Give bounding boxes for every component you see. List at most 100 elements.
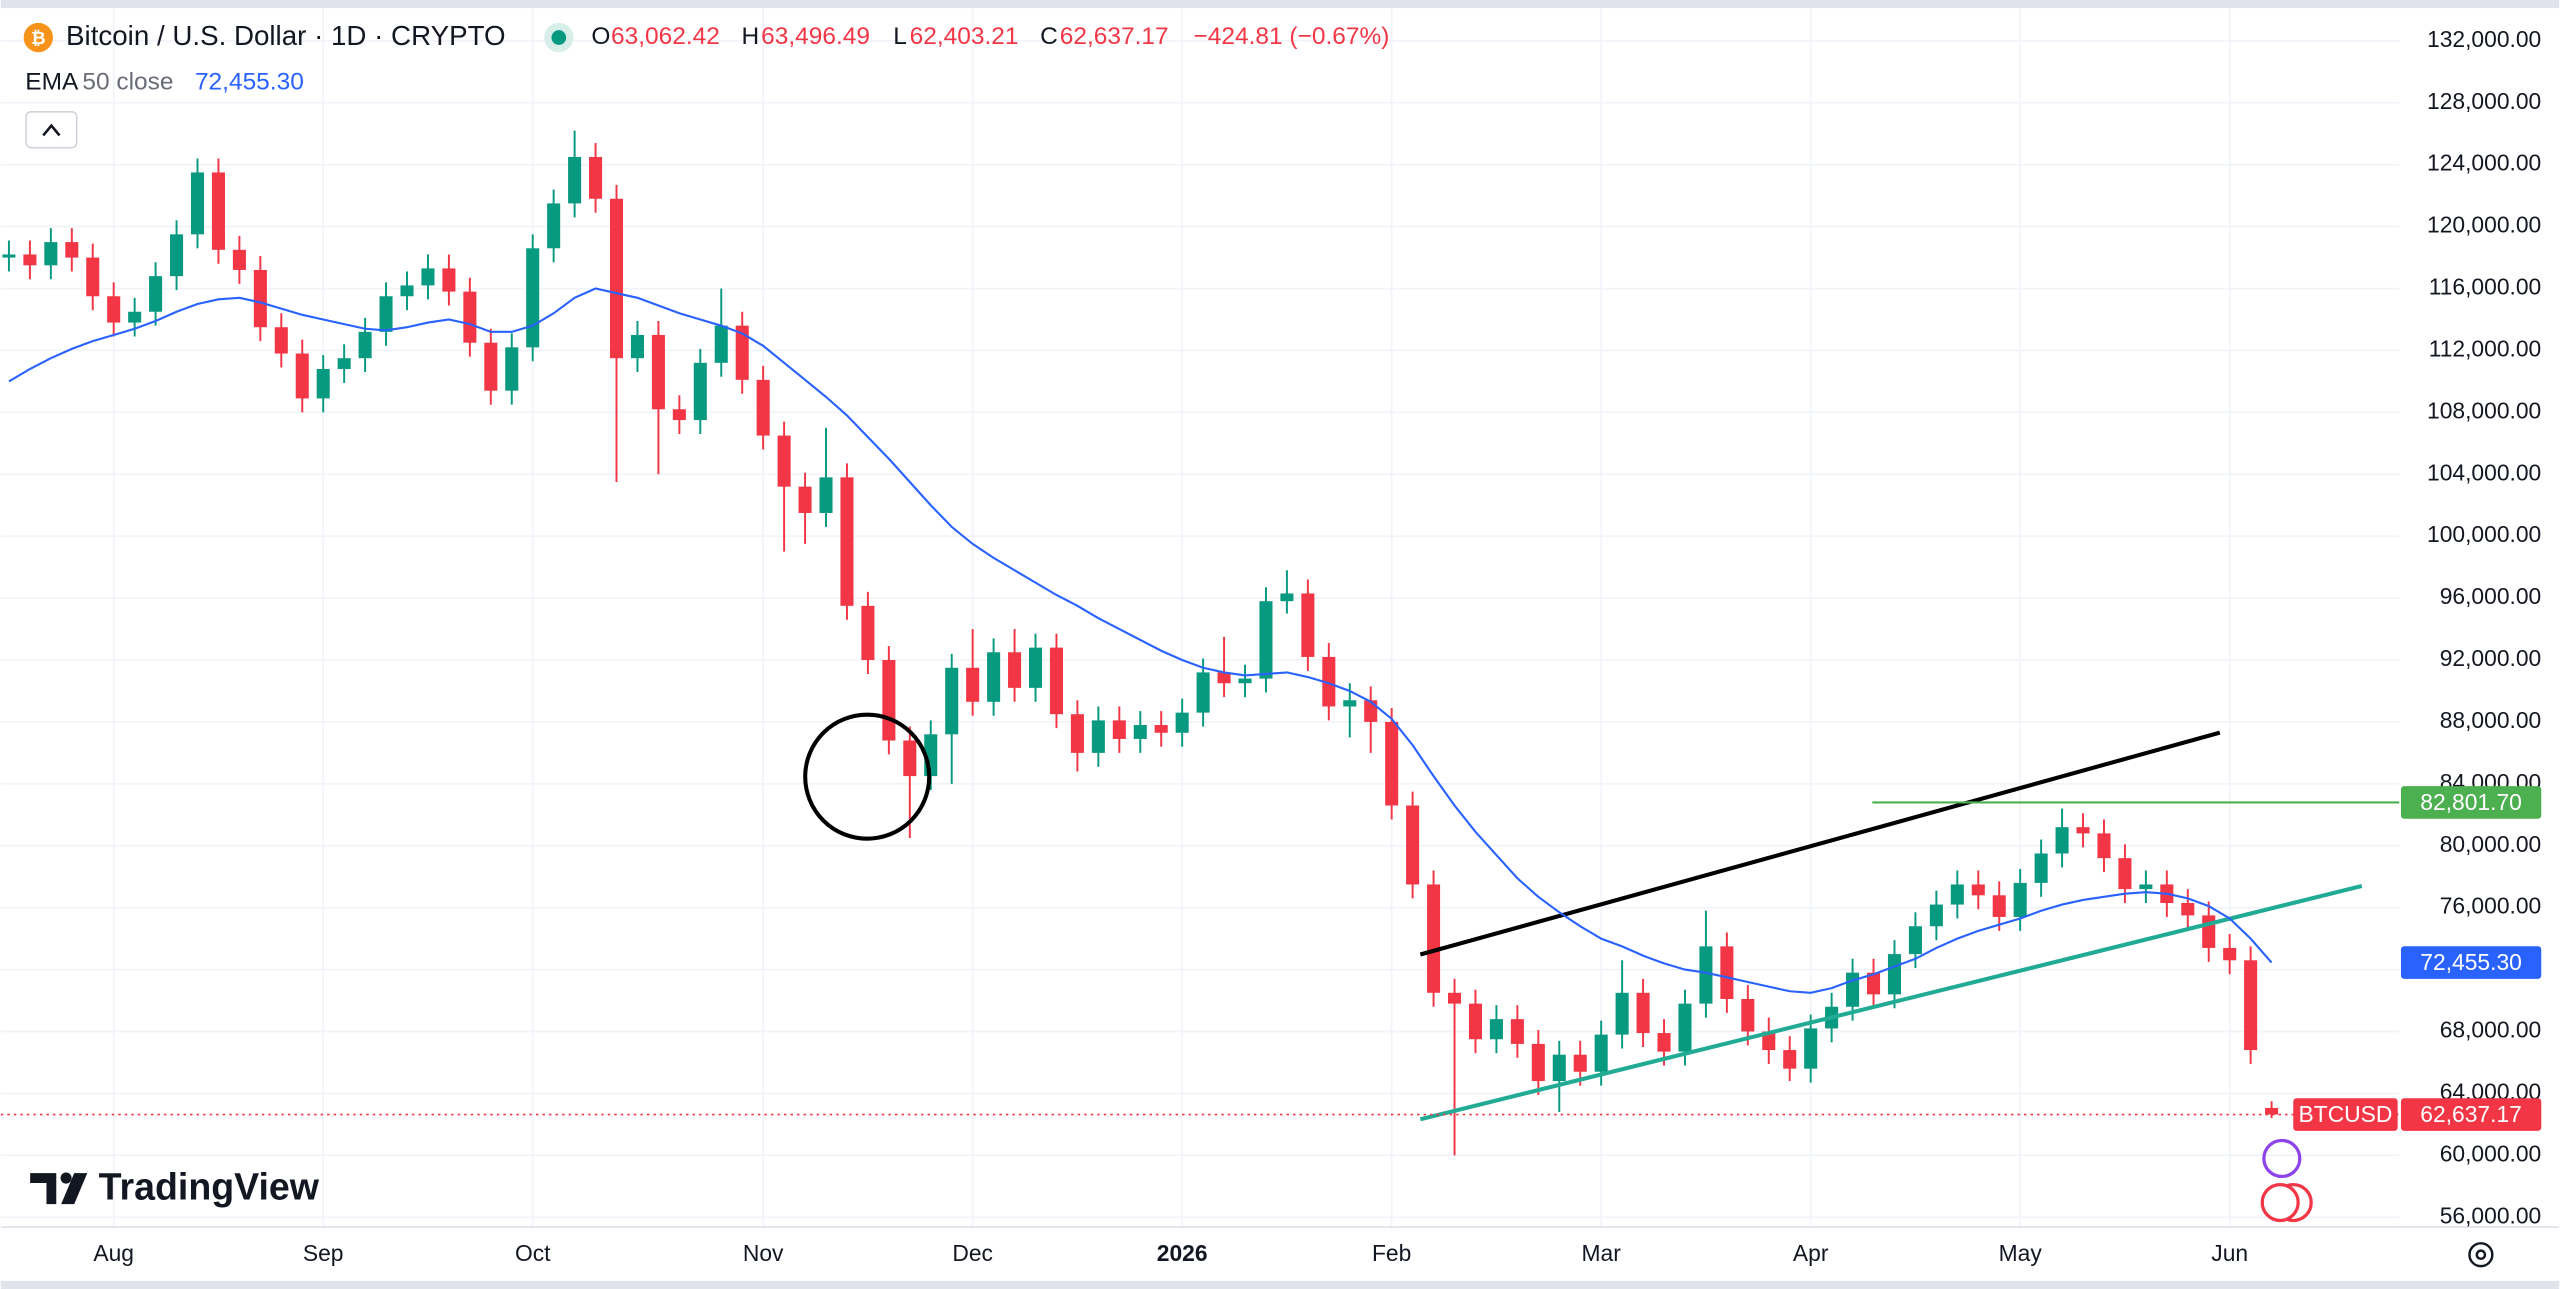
y-tick-label: 116,000.00 xyxy=(2429,274,2542,300)
candle-body xyxy=(2097,833,2111,859)
candle-body xyxy=(1699,946,1713,1004)
candle-body xyxy=(987,652,1001,702)
x-tick-label: Dec xyxy=(952,1240,993,1266)
ohlc-change: −424.81 (−0.67%) xyxy=(1194,23,1390,50)
candle-body xyxy=(232,249,246,270)
candle-body xyxy=(86,257,100,297)
candle-body xyxy=(170,234,184,277)
candle-body xyxy=(316,369,330,399)
y-tick-label: 124,000.00 xyxy=(2427,150,2541,176)
y-tick-label: 76,000.00 xyxy=(2440,893,2542,919)
candle-body xyxy=(882,660,896,741)
candle-body xyxy=(400,285,414,297)
logo-mark xyxy=(61,1173,88,1205)
overlay-layer xyxy=(0,287,2400,1116)
bitcoin-icon xyxy=(23,22,54,53)
indicator-name[interactable]: EMA xyxy=(25,69,79,96)
ohlc-value: 62,403.21 xyxy=(910,23,1019,50)
grid xyxy=(0,0,2400,1227)
settings-icon[interactable] xyxy=(2468,1242,2494,1268)
candle-body xyxy=(945,667,959,735)
candle-body xyxy=(1154,725,1168,733)
candle-body xyxy=(2139,884,2153,890)
circle-drawing[interactable] xyxy=(803,712,932,841)
candle-body xyxy=(1301,593,1315,657)
candle-body xyxy=(295,353,309,399)
x-tick-label: Mar xyxy=(1582,1240,1622,1266)
ohlc-value: 62,637.17 xyxy=(1060,23,1169,50)
logo-mark xyxy=(60,1172,72,1184)
tradingview-logo: TradingView xyxy=(30,1165,320,1207)
candle-body xyxy=(1552,1054,1566,1082)
y-tick-label: 88,000.00 xyxy=(2440,707,2542,733)
x-tick-label: Nov xyxy=(743,1240,784,1266)
candle-body xyxy=(651,334,665,410)
collapse-chevron xyxy=(42,123,61,137)
candle-body xyxy=(253,269,267,328)
price-tag-label: 62,637.17 xyxy=(2420,1101,2522,1127)
candle-body xyxy=(149,276,163,312)
candle-body xyxy=(44,242,58,266)
candle-body xyxy=(1489,1019,1503,1040)
ohlc-letter: O xyxy=(591,23,610,50)
events-icon[interactable] xyxy=(2260,1182,2300,1223)
candle-body xyxy=(1447,992,1462,1004)
candle-body xyxy=(1133,725,1147,739)
candle-body xyxy=(777,435,791,487)
candle-body xyxy=(1427,884,1441,993)
trend-line-upper[interactable] xyxy=(1419,730,2221,957)
ohlc-value: 63,496.49 xyxy=(761,23,870,50)
ai-icon[interactable] xyxy=(2262,1138,2302,1179)
y-tick-label: 100,000.00 xyxy=(2427,521,2541,547)
candle-body xyxy=(966,667,980,702)
candle-body xyxy=(2202,915,2216,948)
candle-body xyxy=(1867,972,1881,995)
candle-body xyxy=(1343,700,1357,707)
candle-body xyxy=(1112,720,1126,739)
candle-body xyxy=(1636,992,1650,1034)
ohlc-letter: C xyxy=(1040,23,1058,50)
candle-body xyxy=(1762,1031,1776,1051)
x-tick-label: 2026 xyxy=(1157,1240,1208,1266)
candle-body xyxy=(1908,926,1922,955)
market-status-dot xyxy=(551,30,567,45)
candle-body xyxy=(1259,601,1273,679)
price-tag xyxy=(2400,946,2542,979)
candle-body xyxy=(1887,954,1902,995)
candle-body xyxy=(1280,593,1294,602)
candle-body xyxy=(714,325,728,363)
candle-body xyxy=(1971,884,1985,896)
candle-body xyxy=(1615,992,1629,1035)
price-tag xyxy=(2400,786,2542,819)
price-tag-label: 82,801.70 xyxy=(2420,789,2522,815)
candle-body xyxy=(1594,1034,1608,1072)
candle-body xyxy=(463,291,477,343)
candle-body xyxy=(2013,882,2027,917)
candle-body xyxy=(2,254,16,258)
candle-body xyxy=(65,242,79,258)
trend-line-lower[interactable] xyxy=(1419,884,2363,1122)
x-tick-label: Oct xyxy=(515,1240,551,1266)
candle-body xyxy=(1385,721,1399,806)
candle-body xyxy=(1657,1033,1671,1052)
candle-body xyxy=(1741,998,1755,1032)
candle-body xyxy=(1028,647,1043,688)
logo-text: TradingView xyxy=(99,1165,320,1207)
candle-body xyxy=(1049,647,1063,715)
ema-line xyxy=(8,287,2273,994)
x-tick-label: Feb xyxy=(1372,1240,1411,1266)
candle-body xyxy=(2076,827,2090,834)
x-tick-label: Jun xyxy=(2211,1240,2248,1266)
indicator-params: 50 close xyxy=(82,69,173,96)
ohlc-letter: L xyxy=(893,23,907,50)
candle-body xyxy=(1678,1003,1692,1052)
candle-body xyxy=(840,477,854,606)
x-tick-label: May xyxy=(1999,1240,2043,1266)
symbol-title[interactable]: Bitcoin / U.S. Dollar · 1D · CRYPTO xyxy=(66,20,506,51)
candle-body xyxy=(2034,853,2048,883)
candle-body xyxy=(2223,947,2237,961)
candle-body xyxy=(484,342,498,391)
collapse-button[interactable] xyxy=(25,110,78,149)
y-tick-label: 92,000.00 xyxy=(2440,645,2542,671)
